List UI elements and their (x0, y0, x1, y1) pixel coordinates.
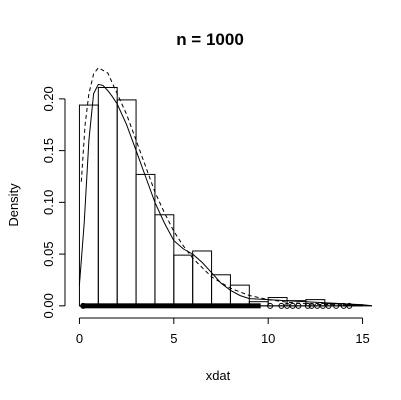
rug-point (289, 302, 296, 309)
rug-point (295, 302, 302, 309)
y-tick-label: 0.00 (41, 293, 56, 318)
x-tick-label: 0 (76, 331, 83, 346)
x-axis-label: xdat (206, 368, 231, 383)
y-axis-label: Density (6, 183, 21, 227)
rug-point (340, 302, 347, 309)
rug-point (319, 302, 326, 309)
density-lines (78, 67, 373, 307)
histogram-bar (116, 99, 137, 307)
histogram-bar (211, 274, 231, 307)
y-tick-label: 0.15 (41, 138, 56, 163)
chart-title: n = 1000 (176, 30, 244, 49)
density-line-dashed (80, 67, 363, 306)
rug-point (333, 302, 340, 309)
histogram-bar (173, 254, 194, 307)
histogram-bar (192, 250, 213, 307)
rug-point (325, 302, 332, 309)
rug-point (267, 302, 274, 309)
rug-points (79, 302, 372, 309)
rug-point (314, 302, 321, 309)
x-tick-label: 15 (355, 331, 369, 346)
y-tick-label: 0.05 (41, 241, 56, 266)
x-tick-label: 10 (261, 331, 275, 346)
rug-point (80, 302, 87, 309)
rug-dense-band (81, 303, 261, 309)
histogram-bar (78, 104, 99, 307)
y-tick-label: 0.10 (41, 190, 56, 215)
histogram-bar (97, 86, 118, 307)
histogram-bars (78, 86, 364, 307)
x-tick-label: 5 (170, 331, 177, 346)
density-line-solid (78, 83, 373, 307)
rug-point (304, 302, 311, 309)
axes: 0 5 10 15 0.00 0.05 0.10 0.15 0.20 (41, 86, 370, 346)
rug-point (308, 302, 315, 309)
histogram-bar (154, 214, 175, 307)
y-tick-label: 0.20 (41, 86, 56, 111)
rug-point (346, 302, 353, 309)
rug-point (278, 302, 285, 309)
rug-point (284, 302, 291, 309)
